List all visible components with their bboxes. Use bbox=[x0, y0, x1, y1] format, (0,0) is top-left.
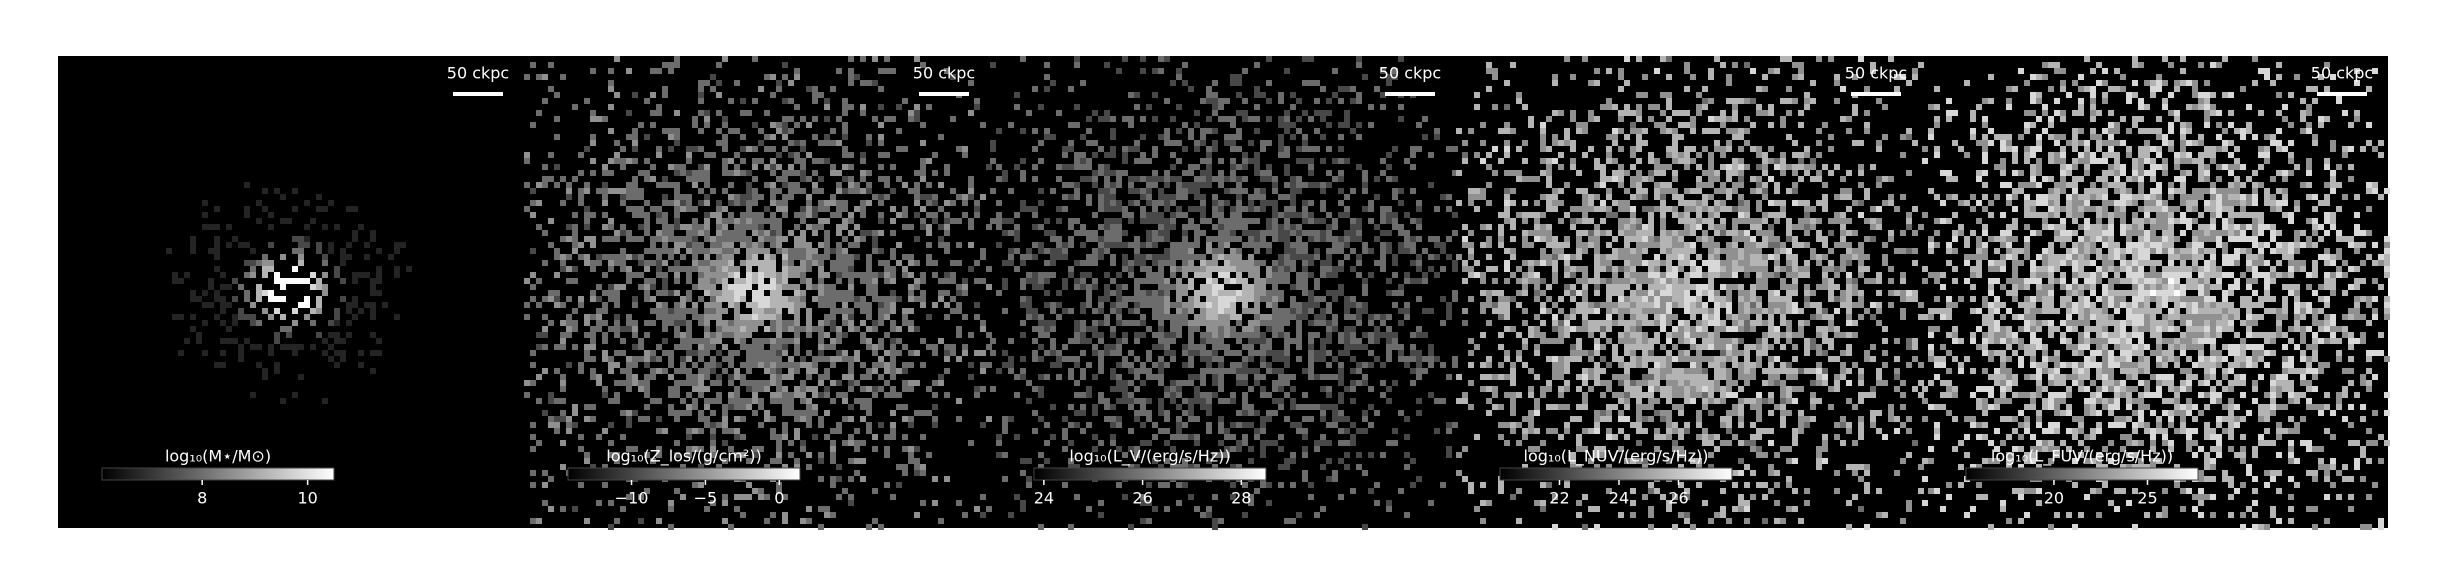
colorbar-label: log₁₀(M⋆/M⊙) bbox=[165, 447, 271, 466]
pixel-map bbox=[990, 56, 1458, 530]
scale-bar-label: 50 ckpc bbox=[1845, 64, 1907, 83]
pixel-map bbox=[262, 272, 316, 314]
scale-bar-label: 50 ckpc bbox=[2311, 64, 2373, 83]
colorbar-tick-label: 25 bbox=[2137, 489, 2157, 508]
pixel-map bbox=[704, 254, 800, 332]
colorbar-tick-label: 26 bbox=[1132, 489, 1152, 508]
panel: 50 ckpc log₁₀(Z_los/(g/cm²)) −10 −5 0 bbox=[524, 56, 992, 530]
colorbar-label: log₁₀(L_NUV/(erg/s/Hz)) bbox=[1524, 447, 1709, 467]
pixel-map bbox=[268, 266, 310, 308]
colorbar-tick-label: 0 bbox=[774, 489, 784, 508]
panel: 50 ckpc log₁₀(M⋆/M⊙) 8 10 bbox=[101, 64, 509, 508]
pixel-map bbox=[166, 182, 412, 404]
pixel-map bbox=[1462, 56, 1912, 530]
pixel-map bbox=[1456, 56, 1924, 530]
pixel-map bbox=[1456, 56, 1924, 530]
colorbar-tick-label: 10 bbox=[297, 489, 317, 508]
colorbar-label: log₁₀(L_V/(erg/s/Hz)) bbox=[1069, 447, 1230, 467]
colorbar-label: log₁₀(Z_los/(g/cm²)) bbox=[606, 447, 761, 467]
colorbar-tick-label: 24 bbox=[1609, 489, 1629, 508]
scale-bar-label: 50 ckpc bbox=[1379, 64, 1441, 83]
colorbar bbox=[1033, 467, 1267, 481]
colorbar-tick-label: −10 bbox=[615, 489, 649, 508]
colorbar-tick-label: −5 bbox=[694, 489, 718, 508]
panel: 50 ckpc log₁₀(L_FUV/(erg/s/Hz)) 20 25 bbox=[1922, 56, 2390, 530]
pixel-map bbox=[1188, 254, 1254, 320]
colorbar bbox=[1499, 467, 1733, 481]
colorbar bbox=[101, 467, 335, 481]
pixel-map bbox=[256, 260, 322, 320]
scale-bar-label: 50 ckpc bbox=[447, 64, 509, 83]
colorbar-tick-label: 20 bbox=[2044, 489, 2064, 508]
colorbar bbox=[567, 467, 801, 481]
panel: 50 ckpc log₁₀(L_V/(erg/s/Hz)) 24 26 28 bbox=[990, 56, 1458, 530]
pixel-map bbox=[728, 272, 776, 320]
colorbar bbox=[1965, 467, 2199, 481]
pixel-map bbox=[2150, 278, 2180, 296]
colorbar-tick-label: 24 bbox=[1034, 489, 1054, 508]
colorbar-tick-label: 22 bbox=[1549, 489, 1569, 508]
pixel-map bbox=[990, 56, 1458, 530]
panel: 50 ckpc log₁₀(L_NUV/(erg/s/Hz)) 22 24 26 bbox=[1456, 56, 1924, 530]
colorbar-tick-label: 26 bbox=[1668, 489, 1688, 508]
pixel-map bbox=[1164, 242, 1278, 338]
pixel-map bbox=[524, 56, 992, 524]
colorbar-tick-label: 28 bbox=[1231, 489, 1251, 508]
pixel-map bbox=[1922, 56, 2390, 530]
pixel-map bbox=[1206, 272, 1242, 314]
pixel-map bbox=[524, 56, 992, 530]
scale-bar-label: 50 ckpc bbox=[913, 64, 975, 83]
pixel-map bbox=[530, 62, 992, 530]
pixel-map bbox=[1922, 56, 2390, 530]
colorbar-tick-label: 8 bbox=[197, 489, 207, 508]
colorbar-label: log₁₀(L_FUV/(erg/s/Hz)) bbox=[1991, 447, 2173, 467]
